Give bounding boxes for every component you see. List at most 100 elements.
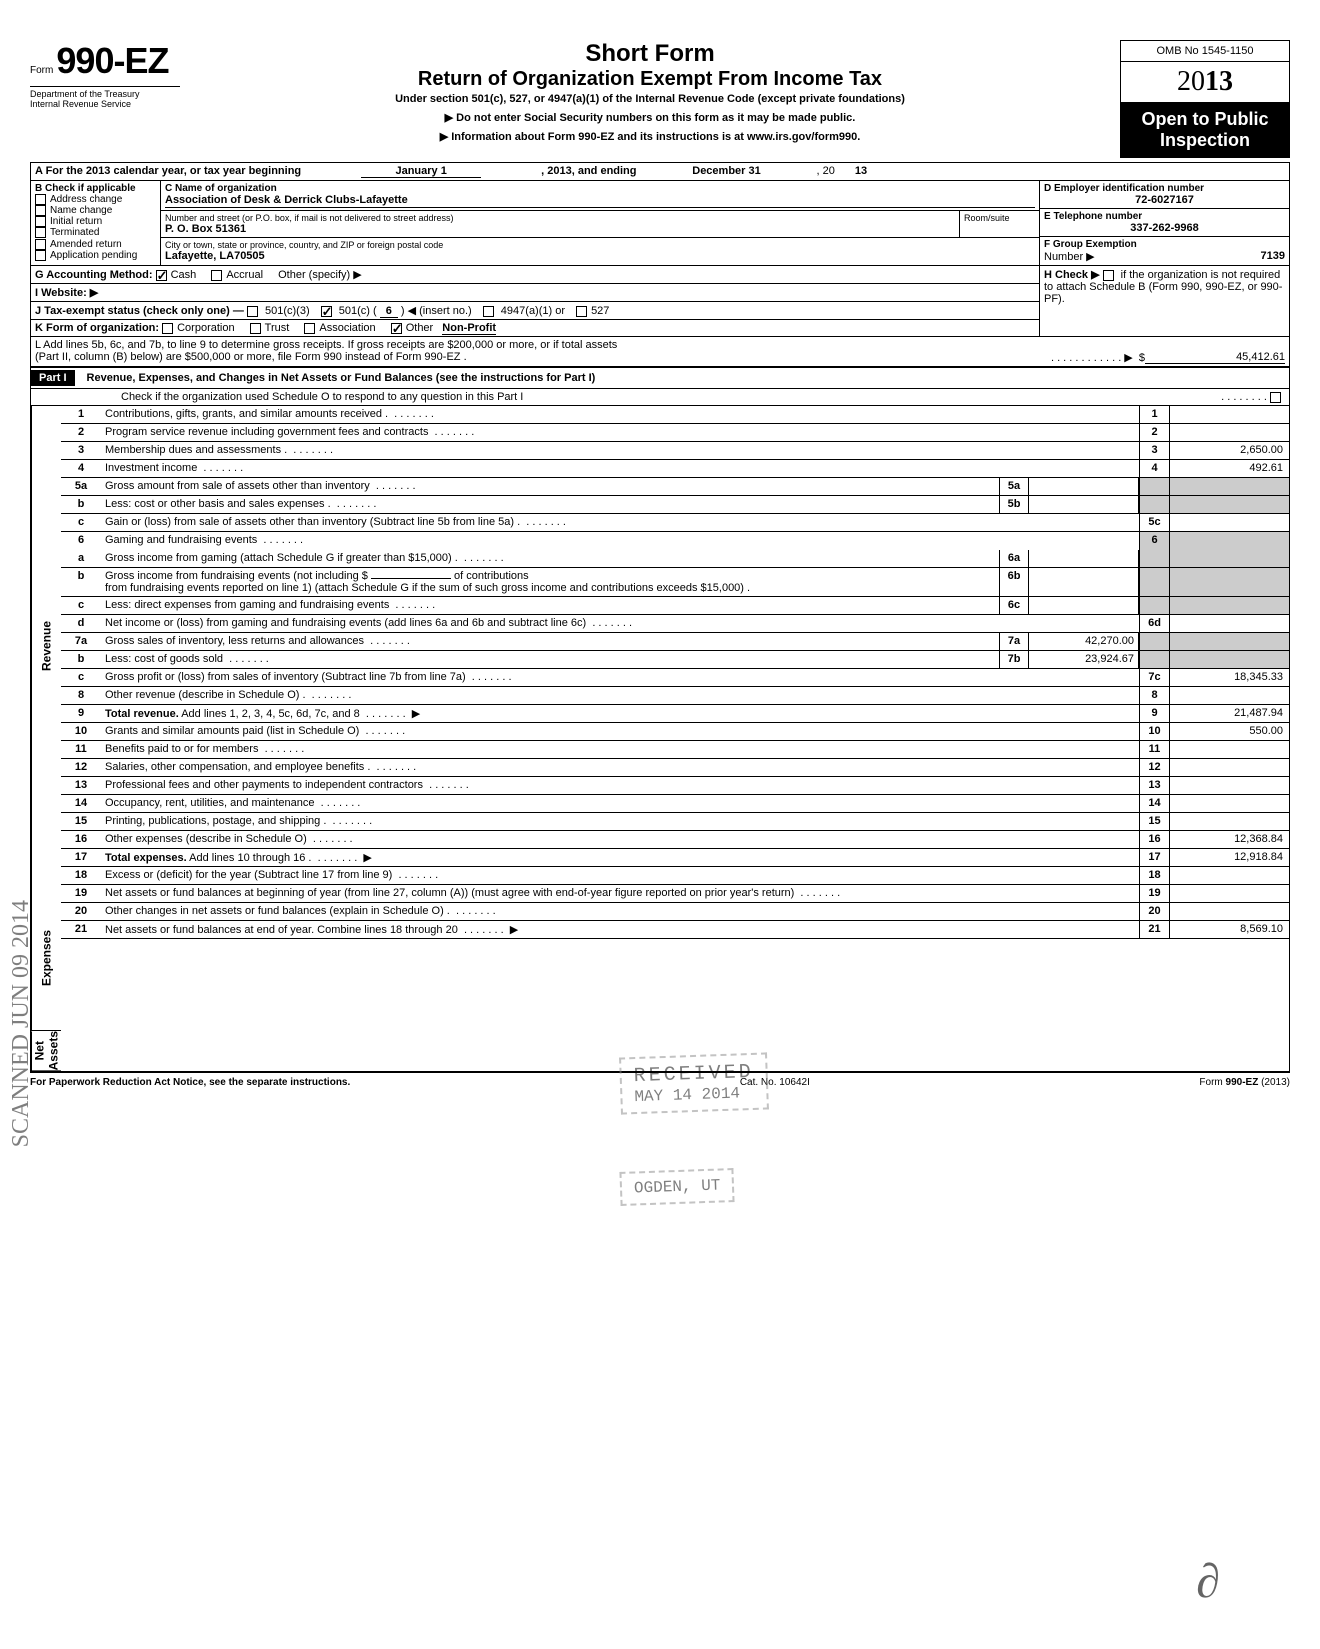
- line-17: 17Total expenses. Add lines 10 through 1…: [61, 849, 1289, 867]
- b-label: B Check if applicable: [35, 183, 156, 194]
- line-18-value: [1169, 867, 1289, 884]
- line-7a: 7aGross sales of inventory, less returns…: [61, 633, 1289, 651]
- form-prefix: Form: [30, 65, 53, 76]
- chk-schedule-o[interactable]: [1270, 392, 1281, 403]
- form-number: 990-EZ: [56, 40, 168, 81]
- gross-receipts: 45,412.61: [1145, 351, 1285, 364]
- side-revenue: Revenue: [31, 406, 61, 886]
- line-1: 1Contributions, gifts, grants, and simil…: [61, 406, 1289, 424]
- stamp-date: MAY 14 2014: [634, 1084, 755, 1106]
- line-1-value: [1169, 406, 1289, 423]
- stamp-received: RECEIVED MAY 14 2014: [619, 1052, 769, 1114]
- open-to-public: Open to Public Inspection: [1121, 103, 1289, 157]
- line-13: 13Professional fees and other payments t…: [61, 777, 1289, 795]
- line-3-value: 2,650.00: [1169, 442, 1289, 459]
- chk-501c3[interactable]: [247, 306, 258, 317]
- chk-name-change[interactable]: [35, 205, 46, 216]
- chk-pending[interactable]: [35, 250, 46, 261]
- line-11-value: [1169, 741, 1289, 758]
- line-14: 14Occupancy, rent, utilities, and mainte…: [61, 795, 1289, 813]
- e-label: E Telephone number: [1044, 211, 1285, 222]
- line-20-value: [1169, 903, 1289, 920]
- line-a-suffix: , 20: [817, 165, 835, 178]
- omb-box: OMB No 1545-1150 2013 Open to Public Ins…: [1120, 40, 1290, 158]
- d-label: D Employer identification number: [1044, 183, 1285, 194]
- line-19: 19Net assets or fund balances at beginni…: [61, 885, 1289, 903]
- l-text1: L Add lines 5b, 6c, and 7b, to line 9 to…: [35, 339, 1285, 351]
- line-18: 18Excess or (deficit) for the year (Subt…: [61, 867, 1289, 885]
- line-c: cGross profit or (loss) from sales of in…: [61, 669, 1289, 687]
- line-c-value: [1169, 514, 1289, 531]
- form-body: A For the 2013 calendar year, or tax yea…: [30, 162, 1290, 1072]
- line-a-begin: January 1: [361, 165, 481, 178]
- form-header: Form 990-EZ Department of the Treasury I…: [30, 40, 1290, 158]
- line-21: 21Net assets or fund balances at end of …: [61, 921, 1289, 939]
- line-c-value: 18,345.33: [1169, 669, 1289, 686]
- dept-block: Department of the Treasury Internal Reve…: [30, 86, 180, 109]
- side-expenses: Expenses: [31, 886, 61, 1031]
- chk-4947[interactable]: [483, 306, 494, 317]
- chk-address-change[interactable]: [35, 194, 46, 205]
- line-16: 16Other expenses (describe in Schedule O…: [61, 831, 1289, 849]
- street-label: Number and street (or P.O. box, if mail …: [165, 213, 955, 223]
- line-15-value: [1169, 813, 1289, 830]
- line-19-value: [1169, 885, 1289, 902]
- line-4: 4Investment income . . . . . . .4492.61: [61, 460, 1289, 478]
- line-9: 9Total revenue. Add lines 1, 2, 3, 4, 5c…: [61, 705, 1289, 723]
- line-5a: 5aGross amount from sale of assets other…: [61, 478, 1289, 496]
- year-bold: 13: [1205, 66, 1233, 97]
- line-21-value: 8,569.10: [1169, 921, 1289, 938]
- ein: 72-6027167: [1044, 194, 1285, 206]
- side-net-assets: Net Assets: [31, 1031, 61, 1071]
- chk-527[interactable]: [576, 306, 587, 317]
- g-other: Other (specify) ▶: [278, 269, 362, 281]
- title-under: Under section 501(c), 527, or 4947(a)(1)…: [192, 93, 1108, 105]
- chk-accrual[interactable]: [211, 270, 222, 281]
- g-accrual: Accrual: [226, 269, 263, 281]
- b-opt5: Application pending: [50, 250, 137, 261]
- title-sub: Return of Organization Exempt From Incom…: [192, 68, 1108, 91]
- part1-title: Revenue, Expenses, and Changes in Net As…: [87, 372, 596, 384]
- line-6b: bGross income from fundraising events (n…: [61, 568, 1289, 597]
- line-6-value: [1169, 532, 1289, 550]
- chk-corp[interactable]: [162, 323, 173, 334]
- chk-initial-return[interactable]: [35, 216, 46, 227]
- line-9-value: 21,487.94: [1169, 705, 1289, 722]
- k-other-val: Non-Profit: [442, 322, 496, 335]
- k-trust: Trust: [265, 322, 290, 334]
- chk-terminated[interactable]: [35, 227, 46, 238]
- line-a-mid: , 2013, and ending: [541, 165, 636, 178]
- h-label: H Check ▶: [1044, 269, 1100, 281]
- b-opt2: Initial return: [50, 216, 102, 227]
- chk-501c[interactable]: [321, 306, 332, 317]
- line-b: bLess: cost of goods sold . . . . . . .7…: [61, 651, 1289, 669]
- city: Lafayette, LA70505: [165, 250, 1035, 262]
- line-8-value: [1169, 687, 1289, 704]
- line-17-value: 12,918.84: [1169, 849, 1289, 866]
- chk-cash[interactable]: [156, 270, 167, 281]
- b-opt3: Terminated: [50, 228, 99, 239]
- chk-h[interactable]: [1103, 270, 1114, 281]
- org-name: Association of Desk & Derrick Clubs-Lafa…: [165, 194, 1035, 208]
- k-other: Other: [406, 322, 434, 334]
- line-b: bLess: cost or other basis and sales exp…: [61, 496, 1289, 514]
- chk-trust[interactable]: [250, 323, 261, 334]
- line-3: 3Membership dues and assessments . . . .…: [61, 442, 1289, 460]
- stamp-scanned: SCANNED JUN 09 2014: [8, 900, 35, 1147]
- pra-notice: For Paperwork Reduction Act Notice, see …: [30, 1077, 350, 1088]
- room-label: Room/suite: [959, 211, 1039, 237]
- chk-other[interactable]: [391, 323, 402, 334]
- omb-number: OMB No 1545-1150: [1121, 41, 1289, 62]
- j-label: J Tax-exempt status (check only one) —: [35, 305, 244, 317]
- line-a-label: A For the 2013 calendar year, or tax yea…: [35, 165, 301, 178]
- dept-line2: Internal Revenue Service: [30, 99, 180, 109]
- group-exemption: 7139: [1261, 250, 1285, 262]
- i-label: I Website: ▶: [35, 287, 98, 299]
- line-a-yy: 13: [855, 165, 867, 178]
- chk-assoc[interactable]: [304, 323, 315, 334]
- chk-amended[interactable]: [35, 239, 46, 250]
- k-assoc: Association: [319, 322, 375, 334]
- line-a-end: December 31: [667, 165, 787, 178]
- col-b: B Check if applicable Address change Nam…: [31, 181, 161, 265]
- title-main: Short Form: [192, 40, 1108, 68]
